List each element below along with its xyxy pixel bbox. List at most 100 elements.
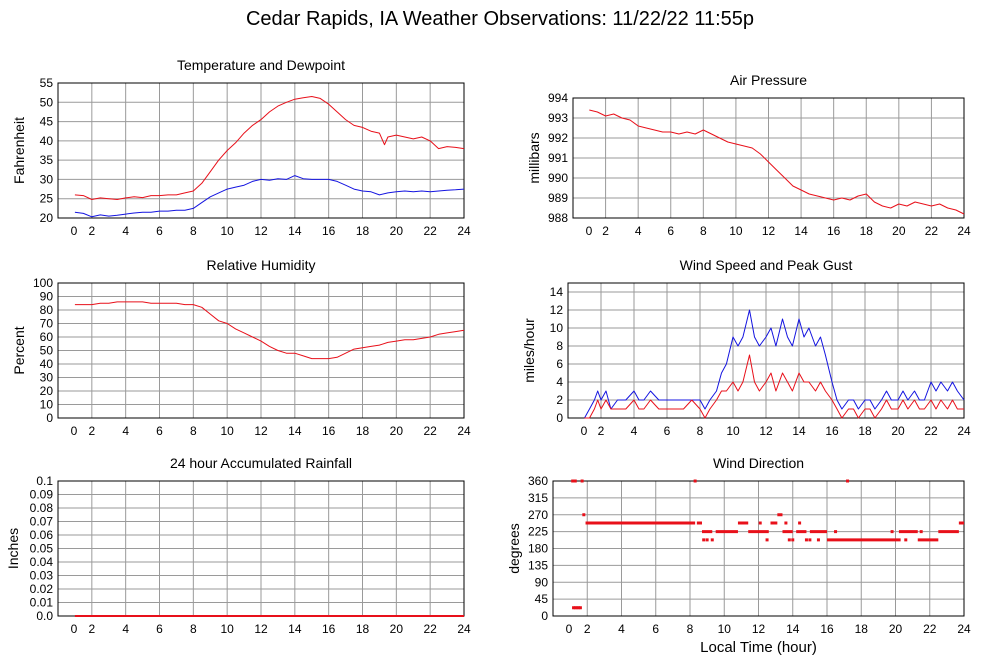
y-tick-label: 90 (535, 575, 549, 589)
direction-point (784, 521, 788, 525)
y-tick-label: 70 (40, 317, 54, 331)
y-tick-label: 0 (541, 609, 548, 623)
x-tick-label: 6 (156, 224, 163, 238)
x-tick-label: 24 (957, 424, 971, 438)
direction-point (577, 606, 581, 610)
x-tick-label: 18 (356, 424, 370, 438)
y-tick-label: 10 (40, 398, 54, 412)
direction-point (571, 479, 575, 483)
x-tick-label: 18 (860, 224, 874, 238)
direction-point (573, 479, 577, 483)
x-tick-label: 18 (858, 424, 872, 438)
y-tick-label: 14 (550, 285, 564, 299)
y-tick-label: 0.02 (30, 582, 54, 596)
direction-point (890, 530, 894, 534)
y-axis-label: Percent (11, 326, 27, 374)
y-tick-label: 360 (528, 474, 548, 488)
y-tick-label: 315 (528, 491, 548, 505)
direction-point (578, 606, 582, 610)
y-tick-label: 20 (40, 211, 54, 225)
y-tick-label: 100 (33, 276, 53, 290)
chart-title: 24 hour Accumulated Rainfall (170, 455, 352, 471)
x-axis-label: Local Time (hour) (700, 639, 817, 656)
y-tick-label: 12 (550, 303, 564, 317)
direction-run (809, 530, 827, 534)
x-tick-label: 2 (88, 224, 95, 238)
y-tick-label: 50 (40, 95, 54, 109)
wind-series-red (584, 354, 964, 419)
chart-title: Wind Direction (713, 455, 804, 471)
y-tick-label: 25 (40, 192, 54, 206)
temp-chart: 2 4 6 8 10 12 14 16 18 20 22 2402025303540455055Tem… (11, 57, 471, 238)
direction-point (765, 538, 769, 542)
wind-series-blue (584, 309, 965, 419)
direction-point (573, 606, 577, 610)
y-axis-label: Fahrenheit (11, 117, 27, 184)
x-tick-label: 8 (190, 424, 197, 438)
x-tick-label: 20 (390, 224, 404, 238)
x-tick-label: 20 (891, 424, 905, 438)
x-tick-label: 14 (288, 622, 302, 636)
y-tick-label: 135 (528, 558, 548, 572)
direction-point (798, 521, 802, 525)
y-tick-label: 0.09 (30, 488, 54, 502)
x-tick-label: 12 (254, 622, 268, 636)
x-tick-label: 16 (322, 622, 336, 636)
y-tick-label: 8 (556, 339, 563, 353)
y-tick-label: 0.01 (30, 596, 54, 610)
direction-point (572, 606, 576, 610)
x-tick-label: 18 (855, 622, 869, 636)
y-tick-label: 0.03 (30, 569, 54, 583)
y-tick-label: 30 (40, 172, 54, 186)
y-tick-label: 40 (40, 357, 54, 371)
direction-point (710, 538, 714, 542)
direction-run (770, 521, 778, 525)
x-tick-label: 8 (700, 224, 707, 238)
y-tick-label: 2 (556, 393, 563, 407)
direction-run (715, 530, 738, 534)
temp-series-blue (74, 175, 465, 218)
direction-run (701, 530, 713, 534)
direction-point (816, 538, 820, 542)
x-tick-label: 4 (618, 622, 625, 636)
chart-title: Wind Speed and Peak Gust (680, 257, 853, 273)
x-tick-label: 4 (635, 224, 642, 238)
direction-run (827, 538, 901, 542)
y-tick-label: 991 (548, 151, 568, 165)
x-tick-label: 14 (794, 224, 808, 238)
direction-run (777, 513, 783, 517)
x-tick-label: 20 (390, 424, 404, 438)
y-tick-label: 993 (548, 111, 568, 125)
y-tick-label: 989 (548, 191, 568, 205)
plot-frame (552, 480, 965, 617)
y-axis-label: Inches (5, 528, 21, 569)
chart-title: Relative Humidity (207, 257, 316, 273)
plot-frame (57, 82, 465, 219)
plot-frame (567, 282, 965, 419)
plot-frame (572, 97, 965, 219)
y-tick-label: 50 (40, 344, 54, 358)
humidity-chart: 2 4 6 8 10 12 14 16 18 20 22 2400102030405060708090… (11, 257, 471, 438)
x-tick-label: 24 (457, 424, 471, 438)
x-tick-label: 0 (566, 622, 573, 636)
x-tick-label: 8 (697, 424, 704, 438)
direction-point (693, 479, 697, 483)
x-tick-label: 18 (356, 622, 370, 636)
y-tick-label: 992 (548, 131, 568, 145)
direction-point (758, 521, 762, 525)
x-tick-label: 10 (718, 622, 732, 636)
x-tick-label: 18 (356, 224, 370, 238)
x-tick-label: 22 (423, 224, 437, 238)
direction-chart: 2 4 6 8 10 12 14 16 18 20 22 2400459013518022527031… (506, 455, 971, 656)
y-tick-label: 0 (46, 411, 53, 425)
direction-run (585, 521, 696, 525)
x-tick-label: 6 (156, 622, 163, 636)
direction-point (834, 530, 838, 534)
direction-run (898, 530, 918, 534)
y-axis-label: degrees (506, 523, 522, 574)
x-tick-label: 12 (254, 424, 268, 438)
x-tick-label: 16 (322, 224, 336, 238)
y-tick-label: 225 (528, 525, 548, 539)
x-tick-label: 14 (786, 622, 800, 636)
